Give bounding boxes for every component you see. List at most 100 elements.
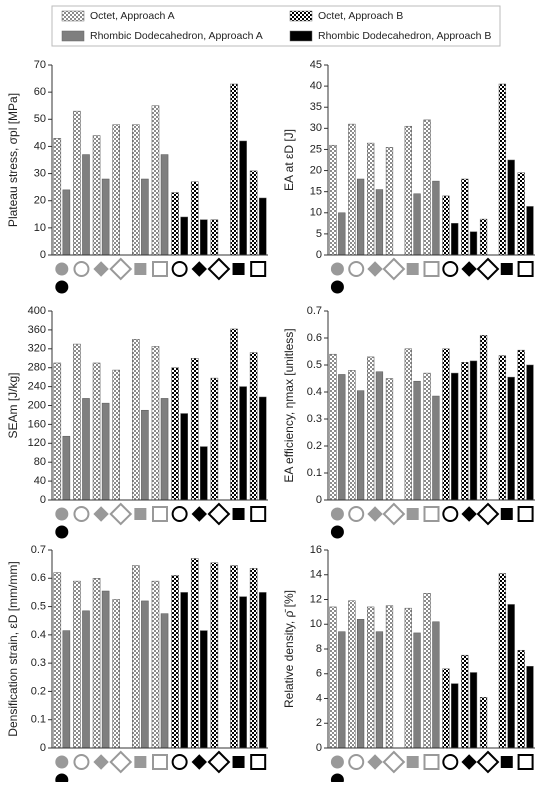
bar [423,593,431,749]
marker-symbol [476,750,500,774]
marker-symbol [382,750,406,774]
bar [258,396,267,501]
legend-label: Octet, Approach B [318,10,403,22]
bar [92,362,101,501]
marker-symbol [191,754,207,770]
bar [82,398,90,501]
y-tick-label: 14 [310,569,322,581]
bar [413,380,421,501]
bar [171,192,179,256]
bar [375,631,384,749]
bar [141,600,149,749]
bar [404,125,412,256]
y-axis-label: SEAm [J/kg] [6,372,20,438]
bar [469,231,478,256]
bar [498,573,507,749]
marker-symbol [55,507,69,521]
bar [507,376,515,501]
y-tick-label: 30 [310,122,322,134]
y-tick-label: 0.6 [31,572,46,584]
y-tick-label: 16 [310,544,322,556]
bar [180,413,188,501]
marker-symbol [461,261,477,277]
marker-symbol [406,263,419,275]
y-tick-label: 200 [28,399,46,411]
legend-swatch [289,10,313,22]
y-tick-label: 320 [28,343,46,355]
bar [210,219,219,256]
y-tick-label: 120 [28,437,46,449]
bar [469,672,478,749]
marker-symbol [500,756,513,768]
marker-symbol [109,750,133,774]
y-tick-label: 0.3 [307,413,322,425]
bar [92,578,101,749]
y-tick-label: 0.4 [31,629,46,641]
legend-swatch [289,30,313,42]
bar [180,592,188,749]
y-tick-label: 6 [316,668,322,680]
y-tick-label: 0.5 [31,600,46,612]
marker-symbol [330,773,344,787]
marker-symbol [330,507,344,521]
y-tick-label: 40 [34,140,46,152]
marker-symbol [232,756,245,768]
bar [385,378,394,501]
bar [367,606,375,749]
y-axis-label: Densification strain, εD [mm/mm] [6,561,20,736]
bar [423,372,431,501]
y-tick-label: 45 [310,59,322,71]
y-tick-label: 160 [28,418,46,430]
bar [375,371,384,501]
y-tick-label: 30 [34,167,46,179]
marker-symbol [93,506,109,522]
bar [230,328,238,501]
marker-symbol [55,262,69,276]
y-tick-label: 240 [28,381,46,393]
bar [132,565,140,749]
y-axis-label: EA efficiency, ηmax [unitless] [282,328,296,482]
marker-symbol [109,257,133,281]
y-tick-label: 0.5 [307,359,322,371]
bar [132,124,140,256]
marker-symbol [171,506,188,522]
marker-symbol [382,257,406,281]
y-tick-label: 2 [316,717,322,729]
y-tick-label: 5 [316,228,322,240]
y-tick-label: 0.7 [307,305,322,317]
y-tick-label: 0.2 [31,685,46,697]
bar [461,654,469,749]
marker-symbol [73,754,90,770]
legend-swatch [61,10,85,22]
bar [479,218,488,256]
bar [423,119,431,256]
bar [151,580,160,749]
marker-symbol [406,508,419,520]
marker-symbol [423,754,440,770]
marker-symbol [461,754,477,770]
y-tick-label: 0 [40,742,46,754]
legend-box [51,5,501,47]
bar [112,599,120,749]
bar [249,568,258,749]
bar [73,110,81,256]
marker-symbol [134,508,147,520]
y-tick-label: 0 [316,494,322,506]
bar [498,355,507,501]
bar [348,123,356,256]
marker-symbol [171,754,188,770]
legend-label: Octet, Approach A [90,10,175,22]
bar [442,195,450,256]
bar [210,377,219,501]
marker-symbol [109,502,133,526]
marker-symbol [207,257,231,281]
bar [375,189,384,256]
y-tick-label: 50 [34,113,46,125]
bar [160,154,169,256]
bar [230,565,238,749]
bar [200,446,208,501]
y-tick-label: 10 [310,618,322,630]
bar [469,360,478,501]
bar [367,356,375,501]
legend-label: Rhombic Dodecahedron, Approach B [318,30,491,42]
